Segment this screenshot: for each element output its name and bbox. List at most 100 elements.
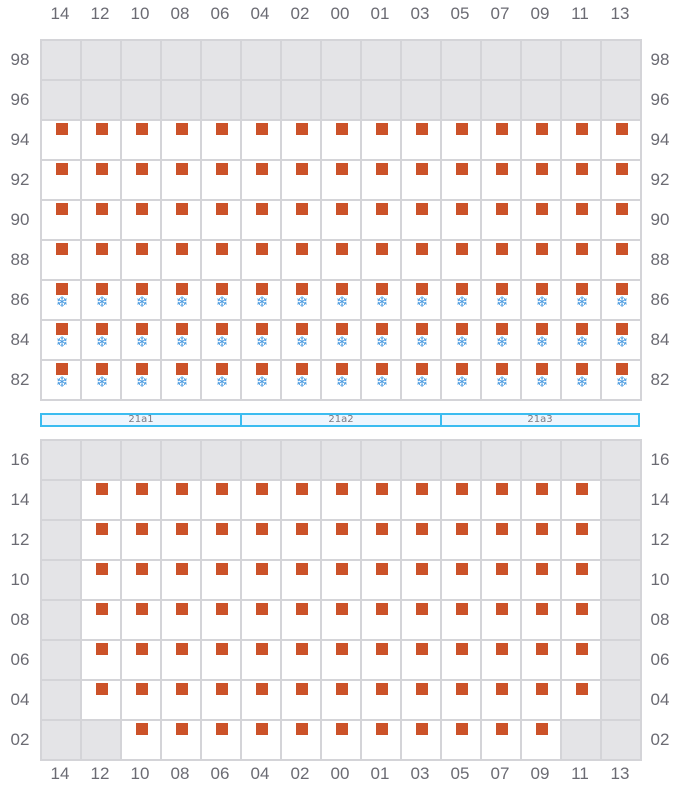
slot[interactable] — [482, 521, 520, 559]
slot[interactable] — [362, 641, 400, 679]
slot[interactable] — [482, 161, 520, 199]
slot[interactable] — [402, 681, 440, 719]
slot[interactable] — [442, 641, 480, 679]
slot[interactable]: ❄ — [562, 361, 600, 399]
slot[interactable] — [322, 241, 360, 279]
slot[interactable]: ❄ — [322, 281, 360, 319]
slot[interactable] — [522, 561, 560, 599]
slot[interactable] — [122, 721, 160, 759]
slot[interactable] — [362, 121, 400, 159]
slot[interactable] — [202, 721, 240, 759]
slot[interactable] — [522, 641, 560, 679]
slot[interactable] — [562, 241, 600, 279]
slot[interactable] — [522, 481, 560, 519]
slot[interactable] — [122, 121, 160, 159]
slot[interactable] — [162, 521, 200, 559]
slot[interactable] — [442, 161, 480, 199]
slot[interactable] — [242, 601, 280, 639]
slot[interactable] — [282, 241, 320, 279]
slot[interactable] — [442, 561, 480, 599]
slot[interactable]: ❄ — [402, 281, 440, 319]
slot[interactable]: ❄ — [322, 321, 360, 359]
slot[interactable] — [242, 521, 280, 559]
slot[interactable]: ❄ — [82, 361, 120, 399]
slot[interactable]: ❄ — [42, 361, 80, 399]
slot[interactable] — [522, 121, 560, 159]
slot[interactable]: ❄ — [202, 281, 240, 319]
slot[interactable] — [82, 521, 120, 559]
slot[interactable] — [282, 601, 320, 639]
slot[interactable] — [482, 641, 520, 679]
slot[interactable] — [162, 641, 200, 679]
slot[interactable]: ❄ — [442, 321, 480, 359]
slot[interactable]: ❄ — [362, 321, 400, 359]
slot[interactable] — [602, 121, 640, 159]
slot[interactable] — [282, 481, 320, 519]
zone-segment[interactable]: 21a1 — [40, 413, 242, 427]
slot[interactable]: ❄ — [122, 321, 160, 359]
slot[interactable]: ❄ — [442, 361, 480, 399]
slot[interactable] — [322, 601, 360, 639]
slot[interactable] — [82, 241, 120, 279]
slot[interactable] — [322, 521, 360, 559]
slot[interactable]: ❄ — [282, 361, 320, 399]
slot[interactable] — [282, 121, 320, 159]
slot[interactable] — [162, 201, 200, 239]
slot[interactable] — [402, 121, 440, 159]
slot[interactable]: ❄ — [282, 281, 320, 319]
slot[interactable] — [202, 161, 240, 199]
slot[interactable] — [442, 681, 480, 719]
slot[interactable] — [522, 201, 560, 239]
slot[interactable] — [402, 721, 440, 759]
slot[interactable] — [322, 721, 360, 759]
slot[interactable]: ❄ — [162, 321, 200, 359]
slot[interactable] — [282, 641, 320, 679]
slot[interactable] — [362, 481, 400, 519]
slot[interactable]: ❄ — [202, 361, 240, 399]
slot[interactable] — [562, 681, 600, 719]
slot[interactable] — [402, 161, 440, 199]
slot[interactable] — [242, 481, 280, 519]
slot[interactable] — [42, 201, 80, 239]
slot[interactable] — [242, 681, 280, 719]
slot[interactable] — [282, 721, 320, 759]
slot[interactable] — [82, 121, 120, 159]
slot[interactable]: ❄ — [402, 321, 440, 359]
slot[interactable] — [202, 561, 240, 599]
slot[interactable] — [162, 561, 200, 599]
slot[interactable] — [242, 121, 280, 159]
slot[interactable] — [322, 161, 360, 199]
slot[interactable] — [282, 681, 320, 719]
slot[interactable] — [202, 681, 240, 719]
slot[interactable]: ❄ — [362, 361, 400, 399]
slot[interactable] — [322, 481, 360, 519]
slot[interactable]: ❄ — [42, 281, 80, 319]
slot[interactable] — [562, 601, 600, 639]
slot[interactable] — [442, 481, 480, 519]
slot[interactable] — [282, 521, 320, 559]
slot[interactable] — [442, 121, 480, 159]
slot[interactable] — [362, 241, 400, 279]
slot[interactable] — [162, 161, 200, 199]
slot[interactable] — [562, 121, 600, 159]
slot[interactable] — [402, 521, 440, 559]
slot[interactable]: ❄ — [162, 361, 200, 399]
slot[interactable]: ❄ — [242, 321, 280, 359]
slot[interactable]: ❄ — [122, 281, 160, 319]
slot[interactable] — [362, 601, 400, 639]
slot[interactable]: ❄ — [602, 281, 640, 319]
slot[interactable]: ❄ — [562, 281, 600, 319]
slot[interactable]: ❄ — [482, 361, 520, 399]
slot[interactable]: ❄ — [322, 361, 360, 399]
slot[interactable] — [442, 521, 480, 559]
slot[interactable] — [562, 561, 600, 599]
slot[interactable] — [322, 681, 360, 719]
slot[interactable] — [162, 681, 200, 719]
slot[interactable] — [522, 241, 560, 279]
slot[interactable] — [322, 641, 360, 679]
slot[interactable]: ❄ — [482, 321, 520, 359]
slot[interactable] — [122, 521, 160, 559]
slot[interactable] — [562, 481, 600, 519]
slot[interactable]: ❄ — [82, 281, 120, 319]
slot[interactable] — [242, 241, 280, 279]
